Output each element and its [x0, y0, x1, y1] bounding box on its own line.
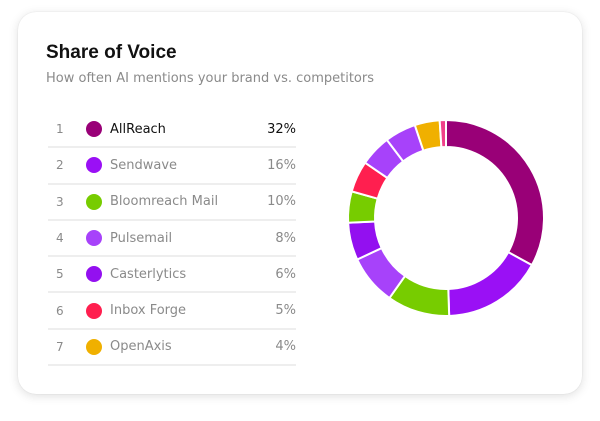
- share-donut-chart: [347, 118, 545, 317]
- card-subtitle: How often AI mentions your brand vs. com…: [46, 71, 375, 86]
- color-dot-icon: [86, 157, 102, 174]
- brand-name: Bloomreach Mail: [110, 194, 219, 210]
- brand-name: Casterlytics: [110, 266, 187, 282]
- color-dot-icon: [86, 338, 102, 355]
- donut-segment-allreach: [445, 118, 545, 267]
- share-percent: 32%: [267, 121, 296, 137]
- rank-number: 5: [56, 267, 64, 282]
- list-item: 5 Casterlytics 6%: [48, 257, 296, 294]
- card-title: Share of Voice: [46, 42, 177, 63]
- rank-number: 1: [56, 122, 64, 137]
- brand-name: Inbox Forge: [110, 303, 187, 319]
- share-percent: 4%: [275, 339, 296, 355]
- list-item: 3 Bloomreach Mail 10%: [48, 185, 296, 221]
- brand-ranking-list: 1 AllReach 32% 2 Sendwave 16% 3 Bloomreach Mail…: [48, 112, 296, 367]
- color-dot-icon: [86, 230, 102, 247]
- rank-number: 3: [56, 194, 64, 209]
- brand-name: Pulsemail: [110, 230, 173, 246]
- color-dot-icon: [86, 302, 102, 319]
- share-percent: 10%: [267, 194, 296, 210]
- share-percent: 8%: [275, 230, 296, 246]
- color-dot-icon: [86, 266, 102, 283]
- donut-segment: [438, 118, 447, 149]
- list-item: 4 Pulsemail 8%: [48, 221, 296, 258]
- donut-segment-sendwave: [447, 250, 534, 317]
- color-dot-icon: [86, 121, 102, 138]
- brand-name: Sendwave: [110, 157, 178, 173]
- list-item: 6 Inbox Forge 5%: [48, 293, 296, 330]
- share-of-voice-card: Share of Voice How often AI mentions you…: [18, 12, 582, 394]
- list-item: 1 AllReach 32%: [48, 112, 296, 149]
- brand-name: OpenAxis: [110, 339, 172, 355]
- rank-number: 7: [56, 339, 64, 354]
- rank-number: 6: [56, 303, 64, 318]
- color-dot-icon: [86, 193, 102, 210]
- list-item: 7 OpenAxis 4%: [48, 330, 296, 367]
- share-percent: 16%: [267, 157, 296, 173]
- list-item: 2 Sendwave 16%: [48, 148, 296, 185]
- rank-number: 4: [56, 231, 64, 246]
- rank-number: 2: [56, 158, 64, 173]
- share-percent: 5%: [275, 303, 296, 319]
- share-percent: 6%: [275, 266, 296, 282]
- brand-name: AllReach: [110, 121, 166, 137]
